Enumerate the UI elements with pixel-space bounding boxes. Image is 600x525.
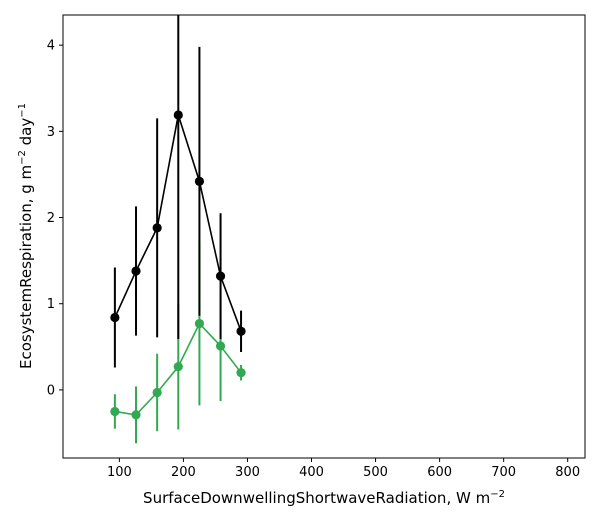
x-tick-label: 800 [555,465,580,480]
x-tick-label: 700 [491,465,516,480]
y-tick-label: 2 [47,211,55,226]
data-point [110,312,120,323]
data-point [215,341,226,351]
data-point [152,223,162,233]
data-point [173,110,183,120]
data-point [194,318,205,329]
data-point [110,406,120,417]
x-axis-ticks: 100 200 300 400 500 600 700 800 [107,458,580,480]
y-tick-label: 1 [47,297,55,312]
y-tick-label: 4 [47,39,55,54]
x-tick-label: 400 [299,465,324,480]
data-point [173,362,183,372]
data-point [152,387,162,398]
y-axis-ticks: 0 1 2 3 4 [47,39,63,398]
y-tick-label: 3 [47,125,55,140]
y-tick-label: 0 [47,383,55,398]
plot-area [110,15,246,444]
plot-frame [62,14,586,459]
data-point [131,266,141,276]
x-tick-label: 300 [235,465,260,480]
series-0 [110,15,246,368]
x-axis-label: SurfaceDownwellingShortwaveRadiation, W … [143,489,505,507]
x-tick-label: 600 [427,465,452,480]
data-point [194,176,205,186]
x-tick-label: 500 [363,465,388,480]
data-point [236,368,246,378]
data-point [215,271,226,281]
data-point [236,326,246,336]
y-axis-label: EcosystemRespiration, g m−2 day−1 [17,103,35,369]
x-tick-label: 100 [107,465,132,480]
data-point [131,410,141,420]
x-tick-label: 200 [171,465,196,480]
